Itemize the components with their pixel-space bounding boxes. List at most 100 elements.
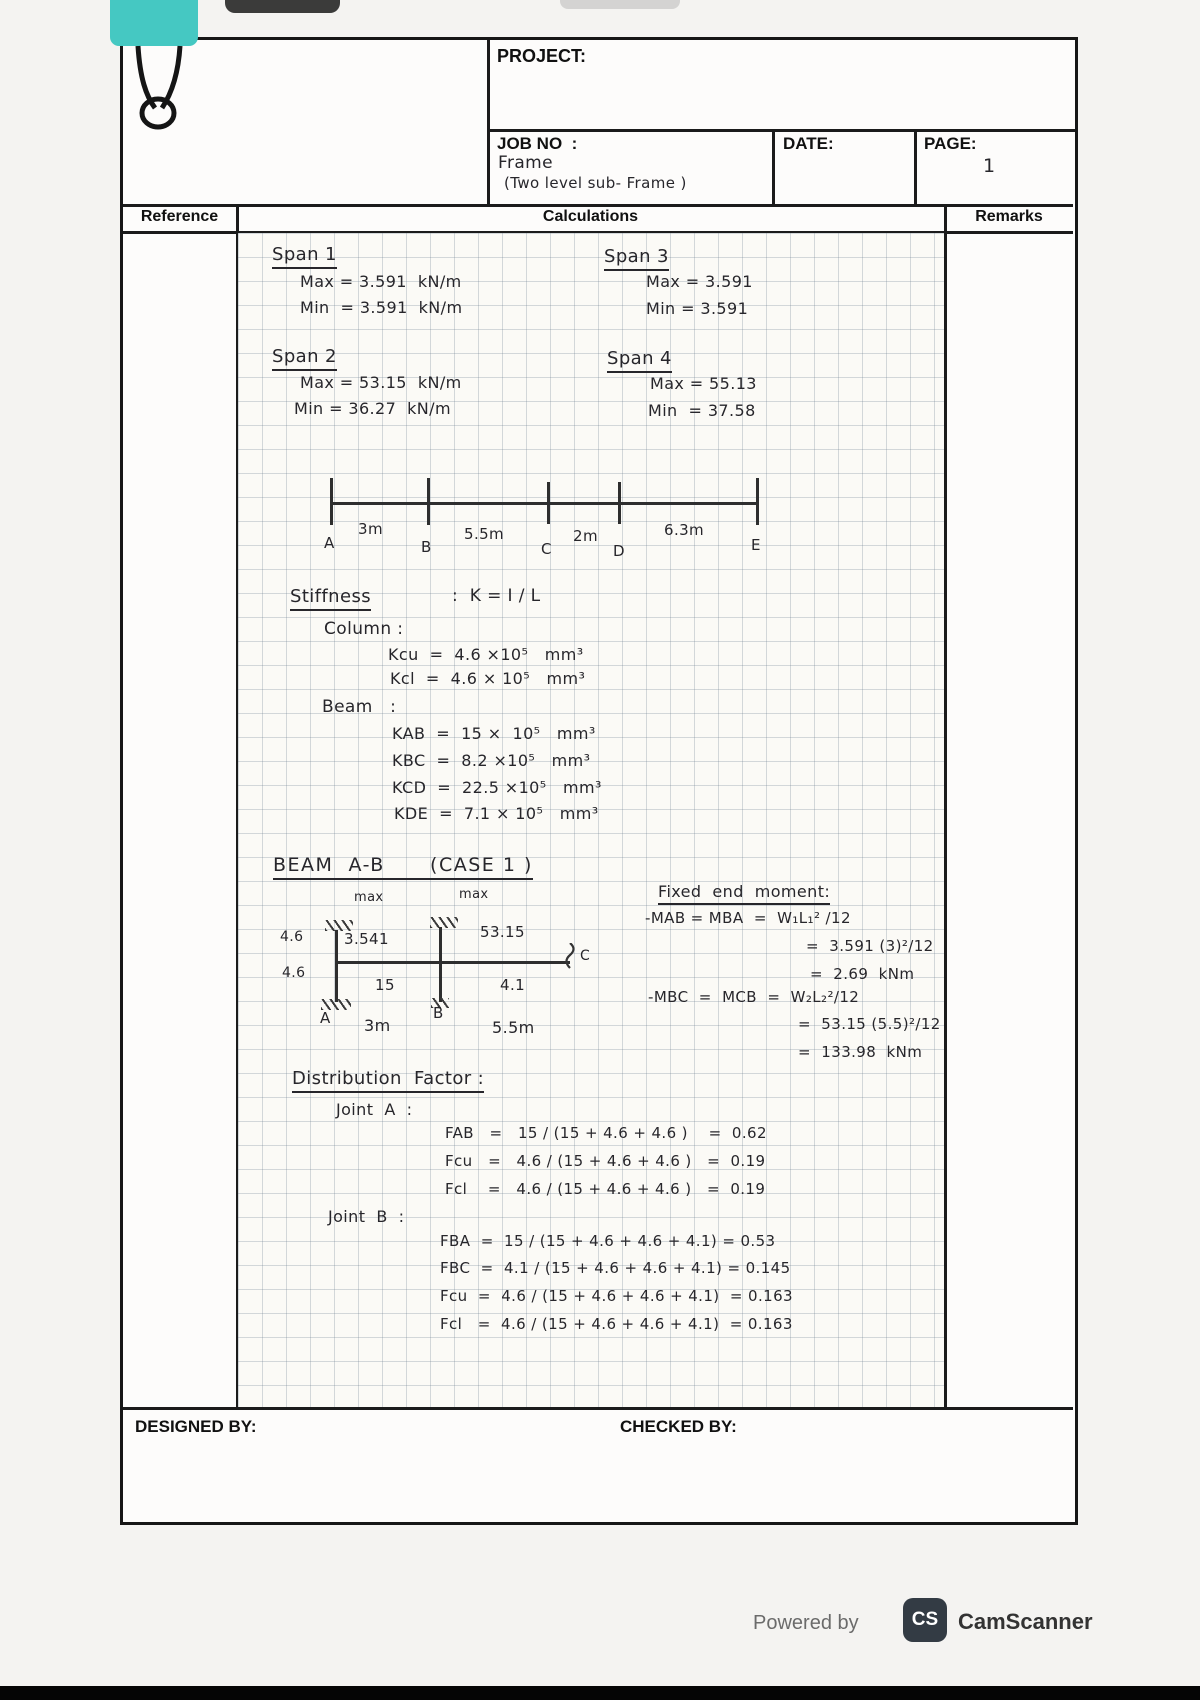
designed-by-label: DESIGNED BY: bbox=[135, 1417, 257, 1436]
span1-title: Span 1 bbox=[272, 245, 337, 269]
span2-title: Span 2 bbox=[272, 347, 337, 371]
df-b-line-4: Fcl = 4.6 / (15 + 4.6 + 4.6 + 4.1) = 0.1… bbox=[440, 1315, 793, 1333]
span1-min: Min = 3.591 kN/m bbox=[300, 298, 463, 317]
case1-dim-bc: 5.5m bbox=[492, 1018, 535, 1037]
span3-max: Max = 3.591 bbox=[646, 272, 753, 291]
span4-min: Min = 37.58 bbox=[648, 401, 756, 420]
powered-by-label: Powered by bbox=[753, 1612, 859, 1634]
df-joint-a-label: Joint A : bbox=[336, 1100, 413, 1119]
stiffness-kcu: Kcu = 4.6 ×10⁵ mm³ bbox=[388, 645, 584, 664]
divider-header-bottom bbox=[123, 231, 1073, 234]
stiffness-kcd: KCD = 22.5 ×10⁵ mm³ bbox=[392, 778, 602, 797]
beam-tick-a bbox=[330, 478, 333, 525]
divider-project-bottom bbox=[488, 129, 1075, 132]
camscanner-logo-icon: CS bbox=[903, 1598, 947, 1642]
scan-edge-bar bbox=[0, 1686, 1200, 1700]
graph-paper bbox=[238, 233, 944, 1407]
case1-hatch-top-right bbox=[430, 917, 458, 928]
project-label: PROJECT: bbox=[497, 46, 587, 66]
beam-tick-e bbox=[756, 478, 759, 525]
case1-label-a: A bbox=[320, 1009, 331, 1027]
divider-remarks-column bbox=[944, 205, 947, 1408]
df-title: Distribution Factor : bbox=[292, 1069, 485, 1093]
page-label: PAGE: bbox=[924, 134, 977, 153]
binder-clip-icon bbox=[110, 0, 198, 130]
span4-title: Span 4 bbox=[607, 349, 672, 373]
break-symbol bbox=[565, 943, 575, 969]
span2-min: Min = 36.27 kN/m bbox=[294, 399, 451, 418]
fem-line-3: = 2.69 kNm bbox=[810, 965, 915, 983]
df-a-line-1: FAB = 15 / (15 + 4.6 + 4.6 ) = 0.62 bbox=[445, 1124, 767, 1142]
df-a-line-2: Fcu = 4.6 / (15 + 4.6 + 4.6 ) = 0.19 bbox=[445, 1152, 766, 1170]
case1-support-a bbox=[321, 999, 351, 1010]
df-b-line-3: Fcu = 4.6 / (15 + 4.6 + 4.6 + 4.1) = 0.1… bbox=[440, 1287, 793, 1305]
column-header-reference: Reference bbox=[140, 208, 219, 225]
case1-load-bc: 53.15 bbox=[480, 923, 525, 941]
span-dim-cd: 2m bbox=[573, 527, 598, 545]
stiffness-title: Stiffness bbox=[290, 587, 371, 611]
case1-kbc: 4.1 bbox=[500, 976, 526, 994]
camscanner-brand: CamScanner bbox=[958, 1609, 1093, 1634]
node-label-d: D bbox=[613, 542, 625, 560]
divider-header-top bbox=[123, 204, 1073, 207]
case1-dim-ab: 3m bbox=[364, 1016, 391, 1035]
stiffness-kde: KDE = 7.1 × 10⁵ mm³ bbox=[394, 804, 599, 823]
divider-date-left bbox=[772, 131, 775, 206]
case1-label-b: B bbox=[433, 1004, 444, 1022]
case1-max-left: max bbox=[354, 890, 384, 905]
case1-load-ab: 3.541 bbox=[344, 930, 389, 948]
span3-min: Min = 3.591 bbox=[646, 299, 749, 318]
case1-node-c: C bbox=[580, 948, 591, 964]
case1-hatch-top-left bbox=[325, 920, 353, 931]
stiffness-kbc: KBC = 8.2 ×10⁵ mm³ bbox=[392, 751, 591, 770]
node-label-b: B bbox=[421, 538, 432, 556]
divider-page-left bbox=[914, 131, 917, 206]
stiffness-beam-label: Beam : bbox=[322, 697, 397, 717]
beam-line bbox=[330, 502, 758, 505]
stiffness-kab: KAB = 15 × 10⁵ mm³ bbox=[392, 724, 596, 743]
df-joint-b-label: Joint B : bbox=[328, 1207, 405, 1226]
column-header-remarks: Remarks bbox=[975, 208, 1043, 225]
stiffness-formula: : K = I / L bbox=[452, 586, 541, 606]
case1-support-b bbox=[431, 998, 449, 1008]
fem-line-2: = 3.591 (3)²/12 bbox=[806, 937, 934, 955]
job-no-value: Frame bbox=[498, 153, 553, 173]
beam-tick-b bbox=[427, 478, 430, 525]
span-dim-bc: 5.5m bbox=[464, 525, 505, 543]
fem-line-6: = 133.98 kNm bbox=[798, 1043, 923, 1061]
job-no-subtitle: (Two level sub- Frame ) bbox=[504, 174, 687, 192]
page-number: 1 bbox=[983, 155, 996, 177]
df-a-line-3: Fcl = 4.6 / (15 + 4.6 + 4.6 ) = 0.19 bbox=[445, 1180, 766, 1198]
stiffness-kcl: Kcl = 4.6 × 10⁵ mm³ bbox=[390, 669, 586, 688]
case1-column-left bbox=[335, 930, 338, 1002]
divider-reference-column bbox=[236, 205, 239, 1408]
span4-max: Max = 55.13 bbox=[650, 374, 757, 393]
case1-beam-line bbox=[336, 961, 570, 964]
df-b-line-1: FBA = 15 / (15 + 4.6 + 4.6 + 4.1) = 0.53 bbox=[440, 1232, 776, 1250]
span3-title: Span 3 bbox=[604, 247, 669, 271]
span2-max: Max = 53.15 kN/m bbox=[300, 373, 462, 392]
divider-footer-row bbox=[123, 1407, 1073, 1410]
scan-shadow-artifact bbox=[225, 0, 340, 13]
node-label-c: C bbox=[541, 540, 552, 558]
job-no-label: JOB NO : bbox=[497, 134, 578, 153]
node-label-e: E bbox=[751, 536, 761, 554]
case1-column-right bbox=[439, 927, 442, 1002]
case1-kab: 15 bbox=[375, 976, 395, 994]
case1-title: BEAM A-B (CASE 1 ) bbox=[273, 855, 533, 880]
beam-tick-c bbox=[547, 482, 550, 524]
checked-by-label: CHECKED BY: bbox=[620, 1417, 737, 1436]
date-label: DATE: bbox=[783, 134, 834, 153]
case1-upper-column-stiffness: 4.6 bbox=[280, 929, 304, 945]
fem-line-4: -MBC = MCB = W₂L₂²/12 bbox=[648, 988, 860, 1006]
beam-tick-d bbox=[618, 482, 621, 524]
stiffness-column-label: Column : bbox=[324, 619, 404, 639]
case1-max-right: max bbox=[459, 887, 489, 902]
scan-shadow-artifact-2 bbox=[560, 0, 680, 9]
df-b-line-2: FBC = 4.1 / (15 + 4.6 + 4.6 + 4.1) = 0.1… bbox=[440, 1259, 791, 1277]
fem-line-5: = 53.15 (5.5)²/12 bbox=[798, 1015, 941, 1033]
span-dim-de: 6.3m bbox=[664, 521, 705, 539]
fem-title: Fixed end moment: bbox=[658, 883, 831, 905]
span1-max: Max = 3.591 kN/m bbox=[300, 272, 462, 291]
